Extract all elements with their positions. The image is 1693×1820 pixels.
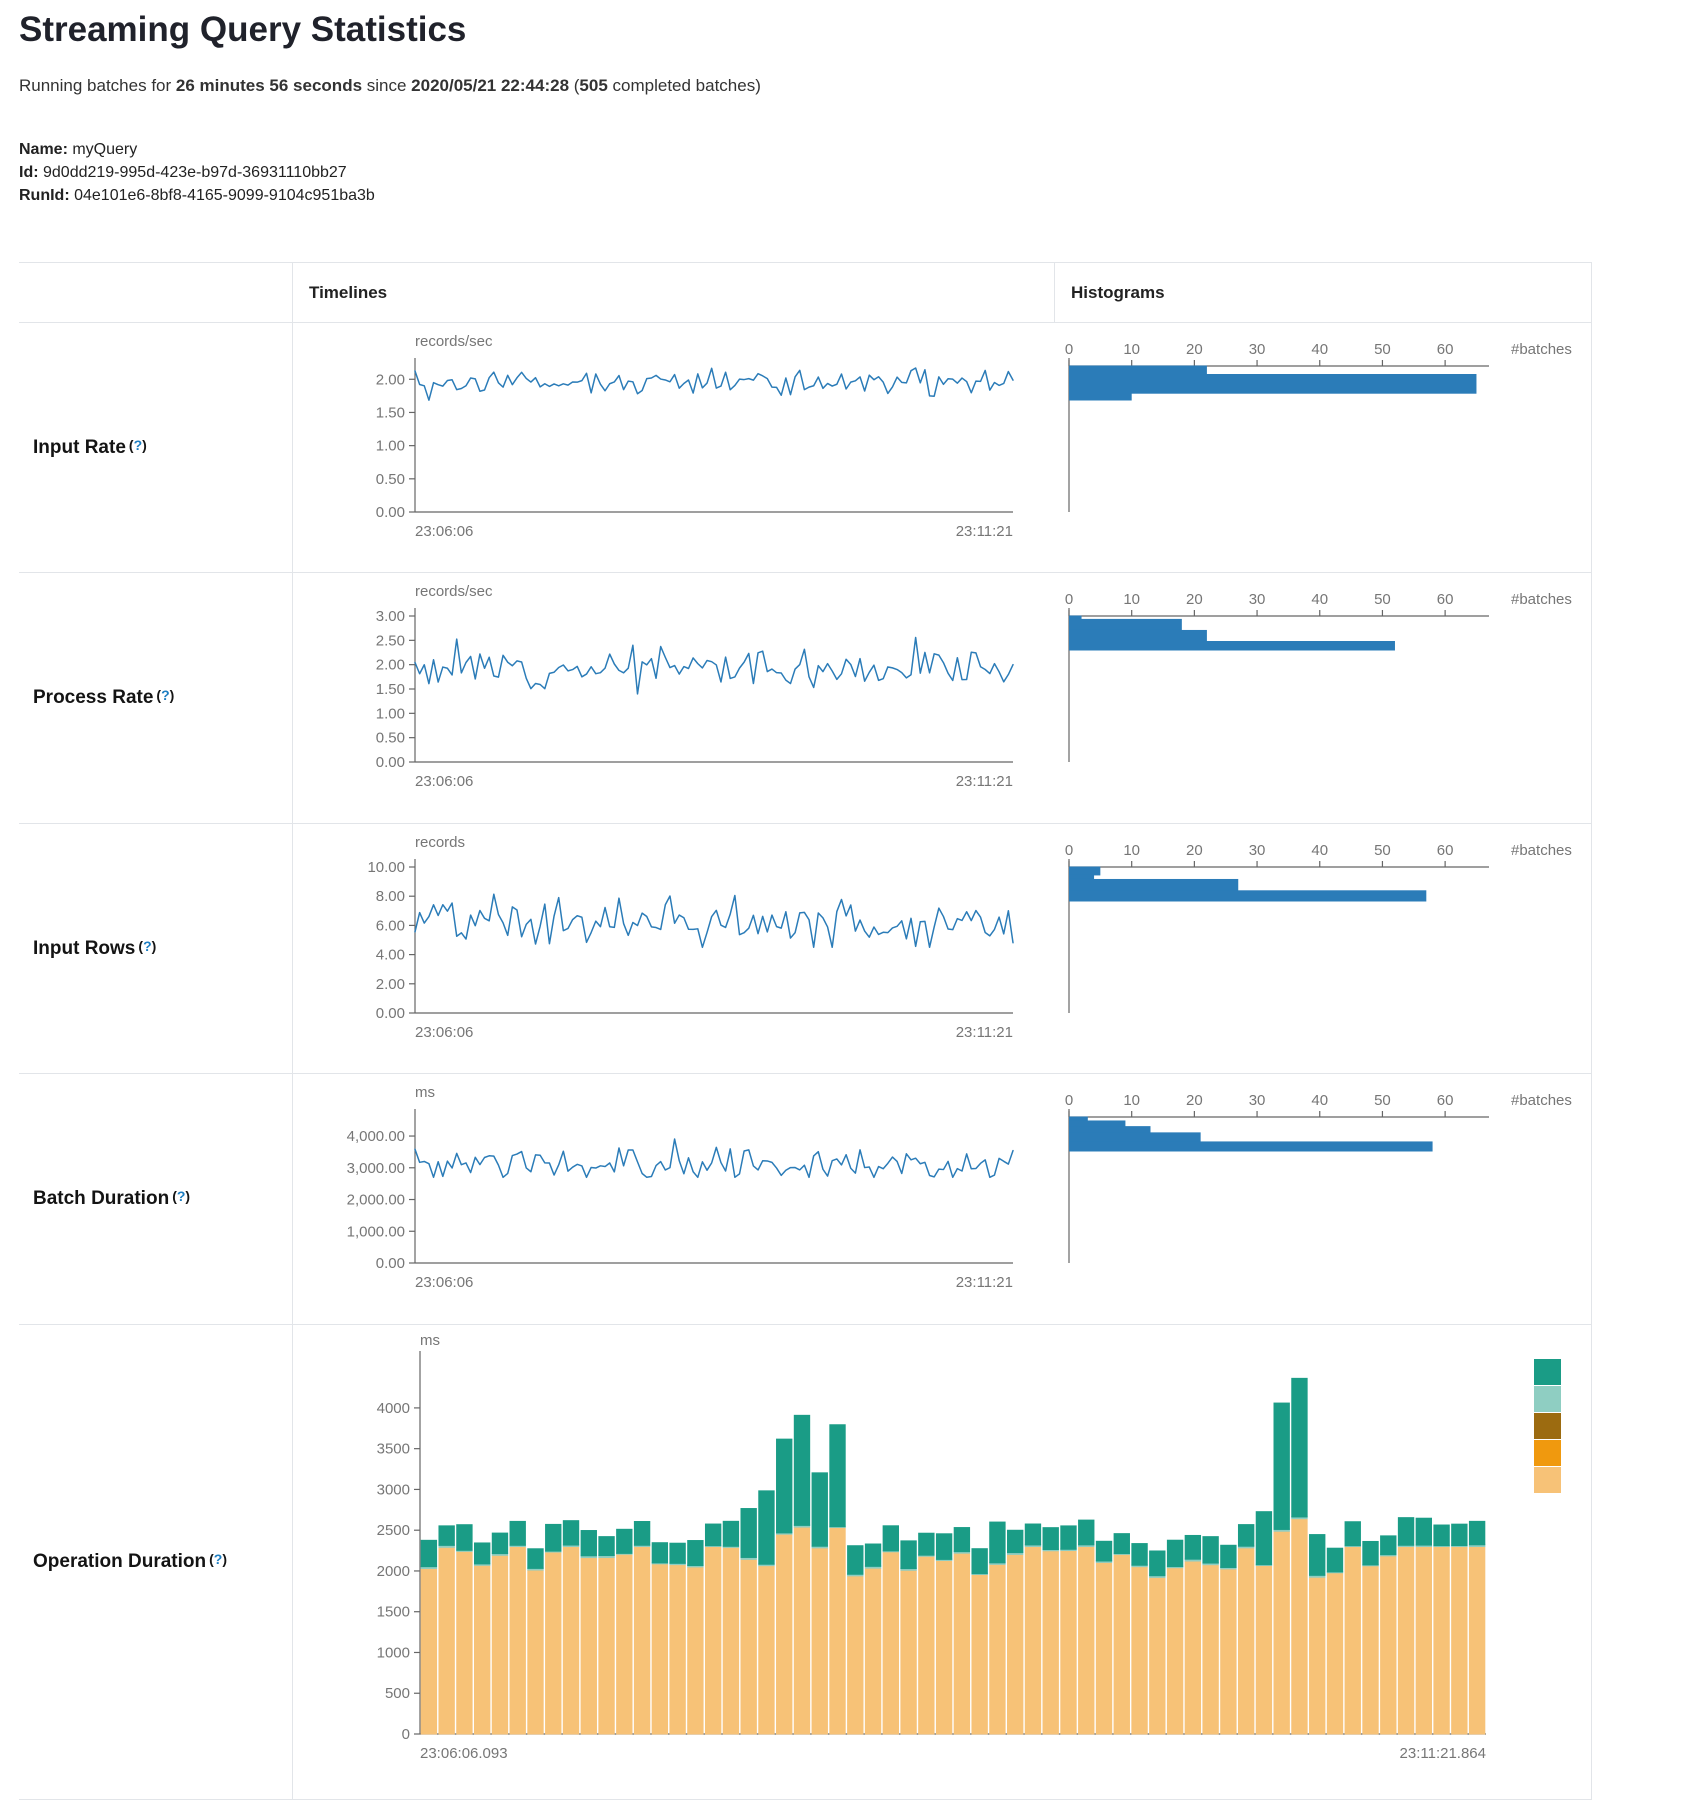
svg-text:23:11:21: 23:11:21 (956, 1274, 1013, 1291)
svg-text:50: 50 (1374, 1092, 1391, 1109)
svg-text:30: 30 (1249, 1092, 1266, 1109)
svg-text:2.00: 2.00 (376, 657, 405, 674)
svg-text:ms: ms (420, 1332, 440, 1349)
svg-text:30: 30 (1249, 842, 1266, 859)
svg-text:0: 0 (1065, 591, 1073, 608)
svg-text:0: 0 (1065, 842, 1073, 859)
svg-text:2500: 2500 (376, 1522, 409, 1539)
svg-text:6.00: 6.00 (376, 917, 405, 934)
svg-text:60: 60 (1437, 842, 1454, 859)
svg-text:1.50: 1.50 (376, 681, 405, 698)
svg-text:0.50: 0.50 (376, 471, 405, 488)
svg-text:#batches: #batches (1511, 1092, 1572, 1109)
svg-text:1000: 1000 (376, 1644, 409, 1661)
svg-text:1500: 1500 (376, 1604, 409, 1621)
svg-text:30: 30 (1249, 591, 1266, 608)
svg-text:10: 10 (1123, 842, 1140, 859)
svg-text:3.00: 3.00 (376, 608, 405, 625)
svg-text:3,000.00: 3,000.00 (347, 1160, 405, 1177)
svg-text:30: 30 (1249, 341, 1266, 358)
svg-text:20: 20 (1186, 591, 1203, 608)
svg-text:2000: 2000 (376, 1563, 409, 1580)
svg-text:0.00: 0.00 (376, 754, 405, 771)
svg-text:0: 0 (402, 1726, 410, 1743)
svg-text:20: 20 (1186, 1092, 1203, 1109)
svg-text:0.00: 0.00 (376, 1255, 405, 1272)
svg-text:10.00: 10.00 (367, 859, 405, 876)
svg-text:2,000.00: 2,000.00 (347, 1192, 405, 1209)
svg-text:10: 10 (1123, 591, 1140, 608)
svg-text:60: 60 (1437, 1092, 1454, 1109)
svg-text:4000: 4000 (376, 1400, 409, 1417)
svg-text:23:06:06: 23:06:06 (415, 1024, 473, 1041)
svg-text:1.00: 1.00 (376, 705, 405, 722)
svg-text:#batches: #batches (1511, 341, 1572, 358)
svg-text:4.00: 4.00 (376, 947, 405, 964)
svg-text:40: 40 (1311, 341, 1328, 358)
svg-text:records/sec: records/sec (415, 333, 493, 350)
svg-text:23:06:06: 23:06:06 (415, 1274, 473, 1291)
svg-text:records: records (415, 834, 465, 851)
svg-text:2.00: 2.00 (376, 371, 405, 388)
svg-text:10: 10 (1123, 341, 1140, 358)
svg-text:2.00: 2.00 (376, 976, 405, 993)
svg-text:0: 0 (1065, 1092, 1073, 1109)
svg-text:23:11:21: 23:11:21 (956, 773, 1013, 790)
svg-text:40: 40 (1311, 842, 1328, 859)
svg-text:50: 50 (1374, 842, 1391, 859)
svg-text:1,000.00: 1,000.00 (347, 1223, 405, 1240)
svg-text:0.50: 0.50 (376, 730, 405, 747)
svg-text:3000: 3000 (376, 1481, 409, 1498)
svg-text:23:11:21: 23:11:21 (956, 1024, 1013, 1041)
svg-text:records/sec: records/sec (415, 583, 493, 600)
svg-text:500: 500 (385, 1685, 410, 1702)
svg-text:#batches: #batches (1511, 842, 1572, 859)
svg-text:23:06:06: 23:06:06 (415, 773, 473, 790)
svg-text:50: 50 (1374, 341, 1391, 358)
svg-text:10: 10 (1123, 1092, 1140, 1109)
svg-text:8.00: 8.00 (376, 888, 405, 905)
svg-text:23:06:06: 23:06:06 (415, 523, 473, 540)
svg-text:2.50: 2.50 (376, 632, 405, 649)
svg-text:0.00: 0.00 (376, 504, 405, 521)
svg-text:23:06:06.093: 23:06:06.093 (420, 1745, 508, 1762)
svg-text:#batches: #batches (1511, 591, 1572, 608)
svg-text:20: 20 (1186, 842, 1203, 859)
svg-text:0: 0 (1065, 341, 1073, 358)
svg-text:0.00: 0.00 (376, 1005, 405, 1022)
svg-text:60: 60 (1437, 341, 1454, 358)
svg-text:40: 40 (1311, 1092, 1328, 1109)
svg-text:60: 60 (1437, 591, 1454, 608)
svg-text:23:11:21.864: 23:11:21.864 (1399, 1745, 1485, 1762)
svg-text:1.50: 1.50 (376, 404, 405, 421)
svg-text:3500: 3500 (376, 1441, 409, 1458)
svg-text:4,000.00: 4,000.00 (347, 1128, 405, 1145)
svg-text:23:11:21: 23:11:21 (956, 523, 1013, 540)
svg-text:20: 20 (1186, 341, 1203, 358)
svg-text:50: 50 (1374, 591, 1391, 608)
svg-text:1.00: 1.00 (376, 438, 405, 455)
svg-text:40: 40 (1311, 591, 1328, 608)
svg-text:ms: ms (415, 1084, 435, 1101)
